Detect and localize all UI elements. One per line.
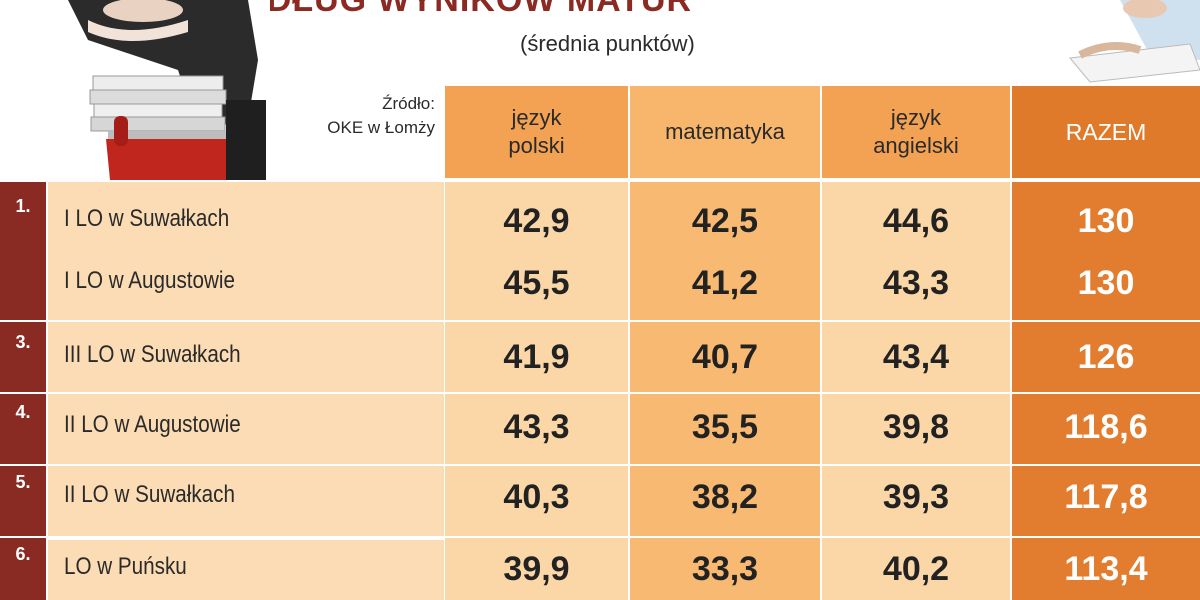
rank-column [0, 180, 46, 600]
score-razem: 117,8 [1064, 478, 1148, 516]
score-matematyka: 38,2 [691, 478, 759, 516]
school-name-cell-bg [48, 394, 444, 464]
school-name-cell-bg [48, 466, 444, 538]
header-razem: RAZEM [1012, 86, 1200, 178]
score-polski: 45,5 [503, 264, 570, 302]
score-polski: 43,3 [503, 408, 570, 446]
score-polski: 42,9 [503, 202, 570, 240]
score-razem: 130 [1077, 202, 1135, 240]
score-angielski: 40,2 [882, 550, 950, 588]
header-razem-label: RAZEM [1065, 119, 1147, 145]
table-subtitle: (średnia punktów) [520, 31, 695, 56]
razem-column [1012, 180, 1200, 600]
score-matematyka: 41,2 [691, 264, 759, 302]
table-title: WEDŁUG WYNIKÓW MATUR [210, 0, 693, 19]
student-with-books-illustration [48, 0, 270, 180]
header-angielski-label: język angielski [873, 105, 959, 158]
source-label: Źródło: [382, 94, 435, 113]
score-razem: 113,4 [1064, 550, 1148, 588]
score-matematyka: 40,7 [691, 338, 759, 376]
angielski-column [822, 180, 1010, 600]
school-name: II LO w Suwałkach [64, 481, 235, 508]
school-name: III LO w Suwałkach [64, 341, 241, 368]
school-name: LO w Puńsku [64, 553, 187, 580]
score-angielski: 43,3 [882, 264, 950, 302]
rank-label: 3. [15, 332, 31, 352]
rank-label: 5. [15, 472, 31, 492]
score-matematyka: 33,3 [691, 550, 759, 588]
header-matematyka: matematyka [630, 86, 820, 178]
rank-label: 6. [15, 544, 31, 564]
reader-illustration [1050, 0, 1200, 86]
score-angielski: 39,3 [882, 478, 950, 516]
row-separator [0, 180, 1200, 182]
score-matematyka: 42,5 [691, 202, 759, 240]
score-polski: 39,9 [503, 550, 570, 588]
score-razem: 126 [1077, 338, 1135, 376]
header-angielski: język angielski [822, 86, 1010, 178]
source-name: OKE w Łomży [327, 118, 435, 137]
score-polski: 40,3 [503, 478, 570, 516]
school-name: I LO w Augustowie [64, 267, 235, 294]
school-name-cell-bg [48, 180, 444, 320]
school-name: I LO w Suwałkach [64, 205, 230, 232]
school-name: II LO w Augustowie [64, 411, 241, 438]
header-matematyka-label: matematyka [665, 119, 785, 144]
matematyka-column [630, 180, 820, 600]
school-name-cell-bg [48, 322, 444, 392]
score-angielski: 44,6 [882, 202, 950, 240]
score-razem: 118,6 [1064, 408, 1148, 446]
rank-label: 1. [15, 196, 31, 216]
row-separator [0, 392, 1200, 394]
score-angielski: 39,8 [882, 408, 950, 446]
row-separator [0, 536, 1200, 538]
row-separator [0, 320, 1200, 322]
school-name-cell-bg [48, 540, 444, 600]
header-polski: język polski [445, 86, 628, 178]
score-angielski: 43,4 [882, 338, 950, 376]
rank-label: 4. [15, 402, 31, 422]
score-matematyka: 35,5 [691, 408, 759, 446]
score-polski: 41,9 [503, 338, 570, 376]
header-polski-label: język polski [508, 105, 565, 158]
row-separator [0, 464, 1200, 466]
score-razem: 130 [1077, 264, 1135, 302]
source-note: Źródło: OKE w Łomży [290, 92, 435, 140]
polski-column [445, 180, 628, 600]
